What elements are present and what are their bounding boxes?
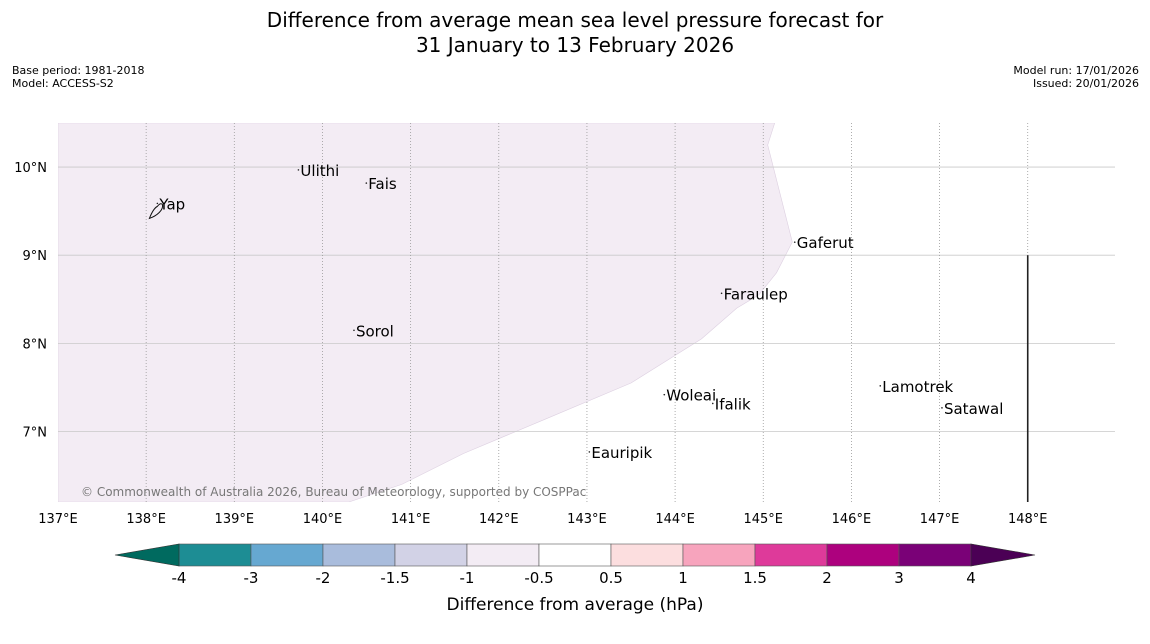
island-dot: [156, 202, 159, 205]
place-label: Ifalik: [715, 395, 751, 413]
colorbar-tick-label: 2: [822, 569, 832, 587]
colorbar-segment: [322, 543, 396, 567]
lon-tick-label: 146°E: [832, 512, 872, 527]
island-dot: [663, 393, 666, 396]
colorbar-segment: [538, 543, 612, 567]
colorbar: -4 -3 -2 -1.5 -1 -0.5 0.5 1 1.5 2 3 4 Difference fro…: [114, 543, 1036, 615]
lon-tick-label: 138°E: [126, 512, 166, 527]
island-dot: [720, 292, 723, 295]
colorbar-segment: [610, 543, 684, 567]
island-dot: [353, 329, 355, 332]
colorbar-tick-label: -4: [172, 569, 187, 587]
place-label: Yap: [158, 195, 185, 213]
colorbar-segment: [394, 543, 468, 567]
chart-title: Difference from average mean sea level p…: [0, 8, 1150, 58]
copyright-text: © Commonwealth of Australia 2026, Bureau…: [81, 485, 586, 499]
lat-tick-label: 9°N: [23, 249, 48, 264]
colorbar-segment: [178, 543, 252, 567]
lon-tick-label: 145°E: [743, 512, 783, 527]
lon-tick-label: 148°E: [1008, 512, 1048, 527]
model-name: Model: ACCESS-S2: [12, 77, 114, 90]
colorbar-segment: [466, 543, 540, 567]
meta-right: Model run: 17/01/2026 Issued: 20/01/2026: [1013, 64, 1139, 90]
island-dot: [365, 182, 368, 184]
colorbar-label: Difference from average (hPa): [447, 595, 704, 615]
island-dot: [588, 451, 591, 453]
lat-tick-label: 10°N: [14, 161, 47, 176]
colorbar-tick-label: 1: [678, 569, 688, 587]
colorbar-tick-label: -0.5: [524, 569, 553, 587]
island-dot: [941, 407, 943, 409]
map-plot-area: Yap Ulithi Fais Gaferut Faraulep Sorol WoleaiI…: [14, 123, 1115, 527]
title-line-1: Difference from average mean sea level p…: [266, 8, 884, 32]
colorbar-segment: [250, 543, 324, 567]
colorbar-tick-label: -2: [316, 569, 331, 587]
model-run: Model run: 17/01/2026: [1013, 64, 1139, 77]
colorbar-tick-label: 1.5: [743, 569, 767, 587]
yap-island-outline: [148, 203, 164, 220]
colorbar-segment: [754, 543, 828, 567]
island-dot: [711, 402, 714, 405]
place-label: Faraulep: [724, 285, 788, 303]
lon-tick-label: 144°E: [655, 512, 695, 527]
lon-tick-label: 141°E: [391, 512, 431, 527]
colorbar-tick-label: 0.5: [599, 569, 623, 587]
lon-tick-label: 140°E: [303, 512, 343, 527]
place-label: Woleai: [666, 387, 716, 405]
lon-tick-label: 142°E: [479, 512, 519, 527]
place-label: Satawal: [944, 400, 1003, 418]
colorbar-tick-label: -1: [460, 569, 475, 587]
anomaly-region: [58, 123, 793, 502]
place-label: Eauripik: [591, 444, 652, 462]
colorbar-tick-label: 3: [894, 569, 904, 587]
colorbar-tick-label: -1.5: [380, 569, 409, 587]
lat-tick-label: 8°N: [23, 337, 48, 352]
colorbar-segment: [826, 543, 900, 567]
lon-tick-label: 139°E: [215, 512, 255, 527]
place-label: Ulithi: [300, 162, 339, 180]
base-period: Base period: 1981-2018: [12, 64, 145, 77]
title-line-2: 31 January to 13 February 2026: [415, 33, 735, 57]
colorbar-segment: [898, 543, 972, 567]
lon-tick-label: 143°E: [567, 512, 607, 527]
place-label: Lamotrek: [882, 378, 953, 396]
island-dot: [793, 241, 796, 243]
place-label: Fais: [368, 175, 397, 193]
island-dot: [879, 385, 882, 387]
colorbar-under-arrow: [114, 543, 180, 567]
colorbar-tick-label: 4: [966, 569, 976, 587]
issued-date: Issued: 20/01/2026: [1032, 77, 1139, 90]
colorbar-tick-label: -3: [244, 569, 259, 587]
lon-tick-label: 147°E: [920, 512, 960, 527]
lon-tick-label: 137°E: [38, 512, 78, 527]
plot-clip-group: Yap Ulithi Fais Gaferut Faraulep Sorol WoleaiI…: [58, 123, 1115, 502]
place-label: Sorol: [356, 322, 394, 340]
colorbar-segment: [682, 543, 756, 567]
place-label: Gaferut: [797, 234, 854, 252]
lat-tick-label: 7°N: [23, 425, 48, 440]
meta-left: Base period: 1981-2018 Model: ACCESS-S2: [12, 64, 144, 90]
colorbar-over-arrow: [970, 543, 1036, 567]
island-dot: [297, 169, 300, 171]
